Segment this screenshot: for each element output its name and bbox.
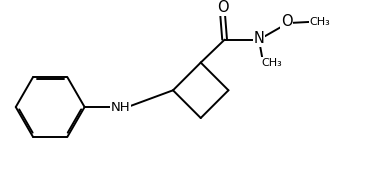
Text: CH₃: CH₃ [261, 58, 282, 68]
Text: N: N [254, 31, 265, 46]
Text: O: O [217, 0, 229, 15]
Text: O: O [281, 14, 293, 29]
Text: CH₃: CH₃ [309, 17, 330, 27]
Text: NH: NH [111, 100, 130, 114]
